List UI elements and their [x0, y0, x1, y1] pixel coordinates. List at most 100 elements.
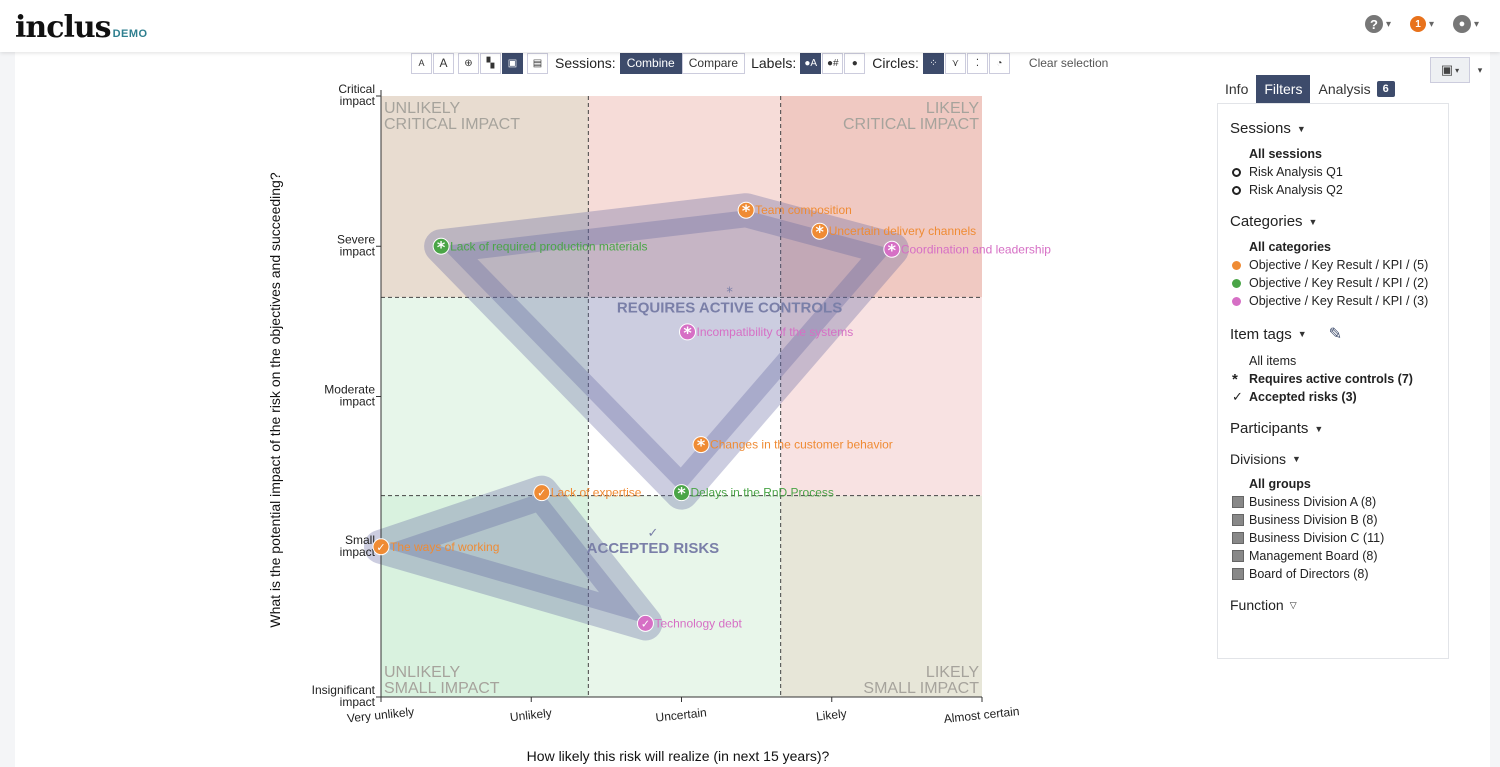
tag-requires-active-controls[interactable]: * Requires active controls (7) [1232, 370, 1413, 388]
zoom-icon[interactable]: ⊕ [458, 52, 479, 74]
risk-matrix-chart: *REQUIRES ACTIVE CONTROLS✓ACCEPTED RISKS… [267, 82, 1051, 764]
division-item[interactable]: Board of Directors (8) [1230, 565, 1436, 583]
tab-filters[interactable]: Filters [1256, 75, 1311, 103]
circles-group-icon[interactable]: ⁚ [966, 52, 988, 74]
divisions-title: Divisions [1230, 451, 1287, 467]
risk-label: Delays in the RnD Process [691, 486, 834, 500]
risk-marker [679, 323, 697, 341]
session-q1[interactable]: Risk Analysis Q1 [1230, 163, 1436, 181]
risk-point[interactable]: ✓ Technology debt [636, 614, 743, 632]
x-tick-label: Almost certain [943, 704, 1020, 726]
labels-number-icon[interactable]: ●# [822, 52, 844, 74]
circles-merge-icon[interactable]: ⋎ [944, 52, 966, 74]
zone-area [364, 475, 663, 641]
caret-down-icon: ▼ [1297, 329, 1307, 339]
combine-button[interactable]: Combine [619, 52, 682, 74]
risk-point[interactable]: * Incompatibility of the systems [679, 323, 854, 342]
risk-label: Team composition [755, 203, 852, 217]
x-axis-title: How likely this risk will realize (in ne… [527, 748, 830, 764]
sessions-section-toggle[interactable]: Sessions ▼ [1230, 120, 1436, 137]
tag-accepted-risks[interactable]: ✓ Accepted risks (3) [1232, 389, 1357, 404]
labels-none-icon[interactable]: ● [844, 52, 866, 74]
risk-point[interactable]: ✓ The ways of working [372, 538, 499, 556]
analysis-count-badge: 6 [1376, 81, 1395, 97]
panel-tabs: Info Filters Analysis 6 [1217, 75, 1403, 103]
session-all[interactable]: All sessions [1249, 147, 1322, 161]
quadrant-backgrounds [381, 96, 982, 697]
compare-button[interactable]: Compare [681, 52, 746, 74]
font-smaller-button[interactable]: A [411, 52, 432, 74]
risk-marker-symbol: ✓ [376, 541, 385, 554]
circles-pie-icon[interactable]: ◔ [988, 52, 1010, 74]
division-item[interactable]: Business Division C (11) [1230, 529, 1436, 547]
risk-label: Changes in the customer behavior [710, 438, 893, 452]
division-item[interactable]: Business Division B (8) [1230, 511, 1436, 529]
chart-toolbar: A A ⊕ ▚ ▣ ▤ Sessions: Combine Compare La… [411, 52, 1108, 74]
risk-marker-symbol: * [888, 240, 897, 259]
save-button[interactable]: ▣ ▾ [1430, 57, 1470, 83]
caret-down-icon: ▼ [1296, 123, 1306, 134]
quadrant-cell [780, 96, 982, 298]
grid-lines [381, 96, 982, 697]
labels-label: Labels: [751, 55, 797, 71]
quadrant-label: UNLIKELY [384, 100, 461, 117]
tab-analysis[interactable]: Analysis 6 [1310, 75, 1402, 103]
division-all[interactable]: All groups [1249, 477, 1311, 491]
y-tick-label: Severe [337, 232, 375, 246]
label-mode-icon[interactable]: ▣ [502, 52, 523, 74]
session-q2[interactable]: Risk Analysis Q2 [1230, 181, 1436, 199]
categories-title: Categories [1230, 213, 1303, 230]
notifications-menu[interactable]: 1 ▾ [1410, 14, 1434, 34]
category-item-pink[interactable]: Objective / Key Result / KPI / (3) [1230, 292, 1436, 310]
user-menu[interactable]: ● ▾ [1453, 14, 1479, 34]
risk-label: Uncertain delivery channels [829, 224, 976, 238]
category-all[interactable]: All categories [1249, 240, 1331, 254]
risk-point[interactable]: * Lack of required production materials [432, 237, 648, 256]
category-item-green[interactable]: Objective / Key Result / KPI / (2) [1230, 274, 1436, 292]
categories-section-toggle[interactable]: Categories ▼ [1230, 213, 1436, 230]
risk-marker [692, 436, 710, 454]
item-tags-section-toggle[interactable]: Item tags ▼ ✎ [1230, 324, 1436, 344]
app-logo[interactable]: inclus DEMO [15, 10, 148, 45]
risk-point[interactable]: * Changes in the customer behavior [692, 436, 893, 455]
divisions-section-toggle[interactable]: Divisions ▼ [1230, 451, 1436, 467]
sessions-title: Sessions [1230, 120, 1291, 137]
tag-all-items[interactable]: All items [1249, 354, 1297, 368]
quadrant-cell [588, 96, 781, 298]
participants-section-toggle[interactable]: Participants ▼ [1230, 420, 1436, 437]
risk-point[interactable]: * Team composition [737, 201, 852, 220]
clear-selection-link[interactable]: Clear selection [1028, 56, 1109, 70]
circles-scatter-icon[interactable]: ⁘ [922, 52, 944, 74]
export-icon[interactable]: ▤ [527, 52, 548, 74]
risk-label: Technology debt [654, 616, 742, 630]
y-tick-label: impact [340, 94, 376, 108]
caret-down-icon: ▼ [1308, 216, 1318, 227]
checkbox-square-icon [1232, 568, 1244, 580]
division-item[interactable]: Management Board (8) [1230, 547, 1436, 565]
pencil-icon[interactable]: ✎ [1328, 326, 1343, 343]
tab-info[interactable]: Info [1225, 81, 1249, 97]
risk-point[interactable]: * Uncertain delivery channels [811, 222, 976, 241]
quadrant-label: LIKELY [926, 664, 979, 681]
user-circle-icon: ● [1453, 15, 1471, 33]
help-menu[interactable]: ? ▾ [1365, 14, 1391, 34]
right-gutter [1490, 52, 1500, 767]
grid-layout-icon[interactable]: ▚ [480, 52, 501, 74]
risk-marker [372, 538, 390, 556]
risk-point[interactable]: * Coordination and leadership [883, 240, 1051, 259]
floppy-disk-icon: ▣ [1440, 62, 1454, 77]
division-item[interactable]: Business Division A (8) [1230, 493, 1436, 511]
axes: Very unlikely Unlikely Uncertain Likely Almo… [312, 82, 1020, 726]
asterisk-icon: * [1232, 370, 1238, 388]
quadrant-cell [780, 495, 982, 697]
labels-full-icon[interactable]: ●A [800, 52, 822, 74]
function-section-toggle[interactable]: Function ▽ [1230, 597, 1436, 613]
more-options-button[interactable]: ▾ [1470, 57, 1490, 83]
risk-point[interactable]: ✓ Lack of expertise [533, 484, 642, 502]
risk-point[interactable]: * Delays in the RnD Process [673, 484, 834, 503]
y-axis-title: What is the potential impact of the risk… [267, 172, 283, 627]
category-item-orange[interactable]: Objective / Key Result / KPI / (5) [1230, 256, 1436, 274]
zone-label: REQUIRES ACTIVE CONTROLS [617, 299, 842, 316]
font-larger-button[interactable]: A [433, 52, 454, 74]
